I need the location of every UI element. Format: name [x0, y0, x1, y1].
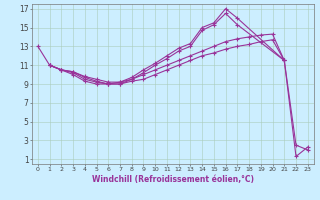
X-axis label: Windchill (Refroidissement éolien,°C): Windchill (Refroidissement éolien,°C) — [92, 175, 254, 184]
